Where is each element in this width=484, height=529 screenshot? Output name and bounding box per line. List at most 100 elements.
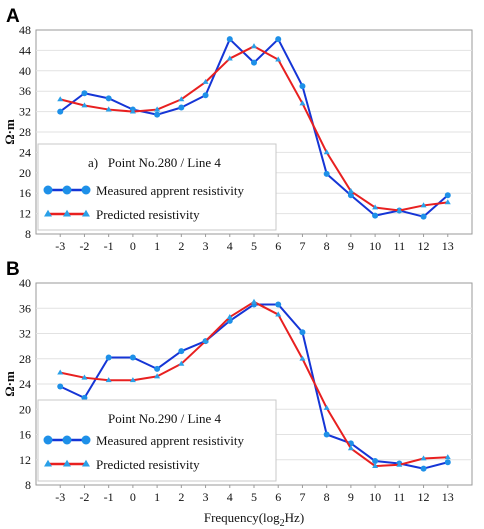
x-tick-label: 7 [299, 239, 305, 253]
data-point [347, 445, 354, 451]
data-point [275, 56, 282, 62]
x-tick-label: 12 [418, 490, 430, 504]
legend-marker [44, 209, 52, 217]
x-tick-label: 2 [178, 490, 184, 504]
data-point [129, 377, 136, 383]
data-point [323, 431, 330, 438]
series-predicted [57, 43, 451, 213]
data-point [105, 106, 112, 112]
x-tick-label: 10 [369, 490, 381, 504]
data-point [81, 90, 88, 97]
panel-label: B [6, 259, 20, 280]
legend-label: Measured apprent resistivity [96, 183, 245, 198]
data-point [420, 465, 427, 472]
data-point [105, 354, 112, 361]
y-tick-label: 32 [19, 105, 31, 119]
legend-label: Predicted resistivity [96, 457, 200, 472]
y-tick-label: 48 [19, 23, 31, 37]
y-tick-label: 44 [19, 43, 31, 57]
x-tick-label: 4 [227, 490, 233, 504]
y-tick-label: 32 [19, 327, 31, 341]
data-point [275, 311, 282, 317]
data-point [347, 188, 354, 194]
data-point [154, 106, 161, 112]
data-point [372, 462, 379, 468]
y-tick-label: 24 [19, 377, 31, 391]
data-point [202, 92, 209, 99]
x-axis-label: Frequency(log2Hz) [204, 510, 304, 529]
legend-marker [62, 435, 72, 445]
x-tick-label: 1 [154, 490, 160, 504]
y-tick-label: 16 [19, 428, 31, 442]
y-tick-label: 36 [19, 301, 31, 315]
y-tick-label: 12 [19, 453, 31, 467]
data-point [251, 59, 257, 66]
data-point [323, 170, 330, 177]
legend-marker [63, 459, 71, 467]
legend-label: Predicted resistivity [96, 207, 200, 222]
data-point [372, 212, 379, 219]
y-tick-label: 12 [19, 207, 31, 221]
y-tick-label: 20 [19, 166, 31, 180]
data-point [299, 83, 306, 90]
y-tick-label: 40 [19, 276, 31, 290]
legend-marker [44, 459, 52, 467]
legend: Point No.290 / Line 4 Measured apprent re… [37, 399, 277, 482]
data-point [129, 108, 136, 114]
x-tick-label: 0 [130, 490, 136, 504]
data-point [81, 394, 88, 401]
legend-marker [81, 185, 91, 195]
data-point [420, 213, 427, 220]
legend-marker [82, 209, 90, 217]
x-tick-label: 12 [418, 239, 430, 253]
y-tick-label: 20 [19, 402, 31, 416]
data-point [226, 313, 233, 319]
y-tick-label: 40 [19, 64, 31, 78]
data-point [105, 95, 112, 102]
data-point [323, 149, 330, 155]
x-tick-label: 8 [324, 239, 330, 253]
data-point [57, 369, 64, 375]
data-point [444, 459, 451, 466]
data-point [251, 43, 257, 49]
data-point [57, 383, 64, 390]
data-point [226, 36, 233, 43]
data-point [178, 96, 185, 102]
y-tick-label: 24 [19, 145, 31, 159]
x-tick-label: 11 [394, 490, 406, 504]
legend-label: Measured apprent resistivity [96, 433, 245, 448]
data-point [444, 192, 451, 199]
legend-marker [62, 185, 72, 195]
legend-title: Point No.290 / Line 4 [108, 411, 222, 426]
data-point [226, 55, 233, 61]
data-point [420, 202, 427, 208]
series-predicted [57, 298, 451, 468]
x-tick-label: 4 [227, 239, 233, 253]
x-tick-label: 9 [348, 490, 354, 504]
data-point [202, 337, 209, 343]
data-point [154, 365, 161, 372]
x-tick-label: -1 [104, 490, 114, 504]
x-tick-label: 0 [130, 239, 136, 253]
legend-entry: Predicted resistivity [44, 457, 200, 472]
legend-marker [63, 209, 71, 217]
legend-marker [82, 459, 90, 467]
x-tick-label: -3 [55, 239, 65, 253]
data-point [57, 108, 64, 115]
y-tick-label: 16 [19, 186, 31, 200]
panel-label: A [6, 6, 20, 27]
legend-marker [81, 435, 91, 445]
legend-entry: Measured apprent resistivity [43, 433, 245, 448]
x-tick-label: -2 [79, 239, 89, 253]
data-point [444, 454, 451, 460]
data-point [420, 455, 427, 461]
legend-entry: Measured apprent resistivity [43, 183, 245, 198]
data-point [372, 204, 379, 210]
x-tick-label: -2 [79, 490, 89, 504]
data-point [81, 374, 88, 380]
data-point [347, 192, 354, 199]
legend-box [37, 143, 277, 231]
x-tick-label: 9 [348, 239, 354, 253]
